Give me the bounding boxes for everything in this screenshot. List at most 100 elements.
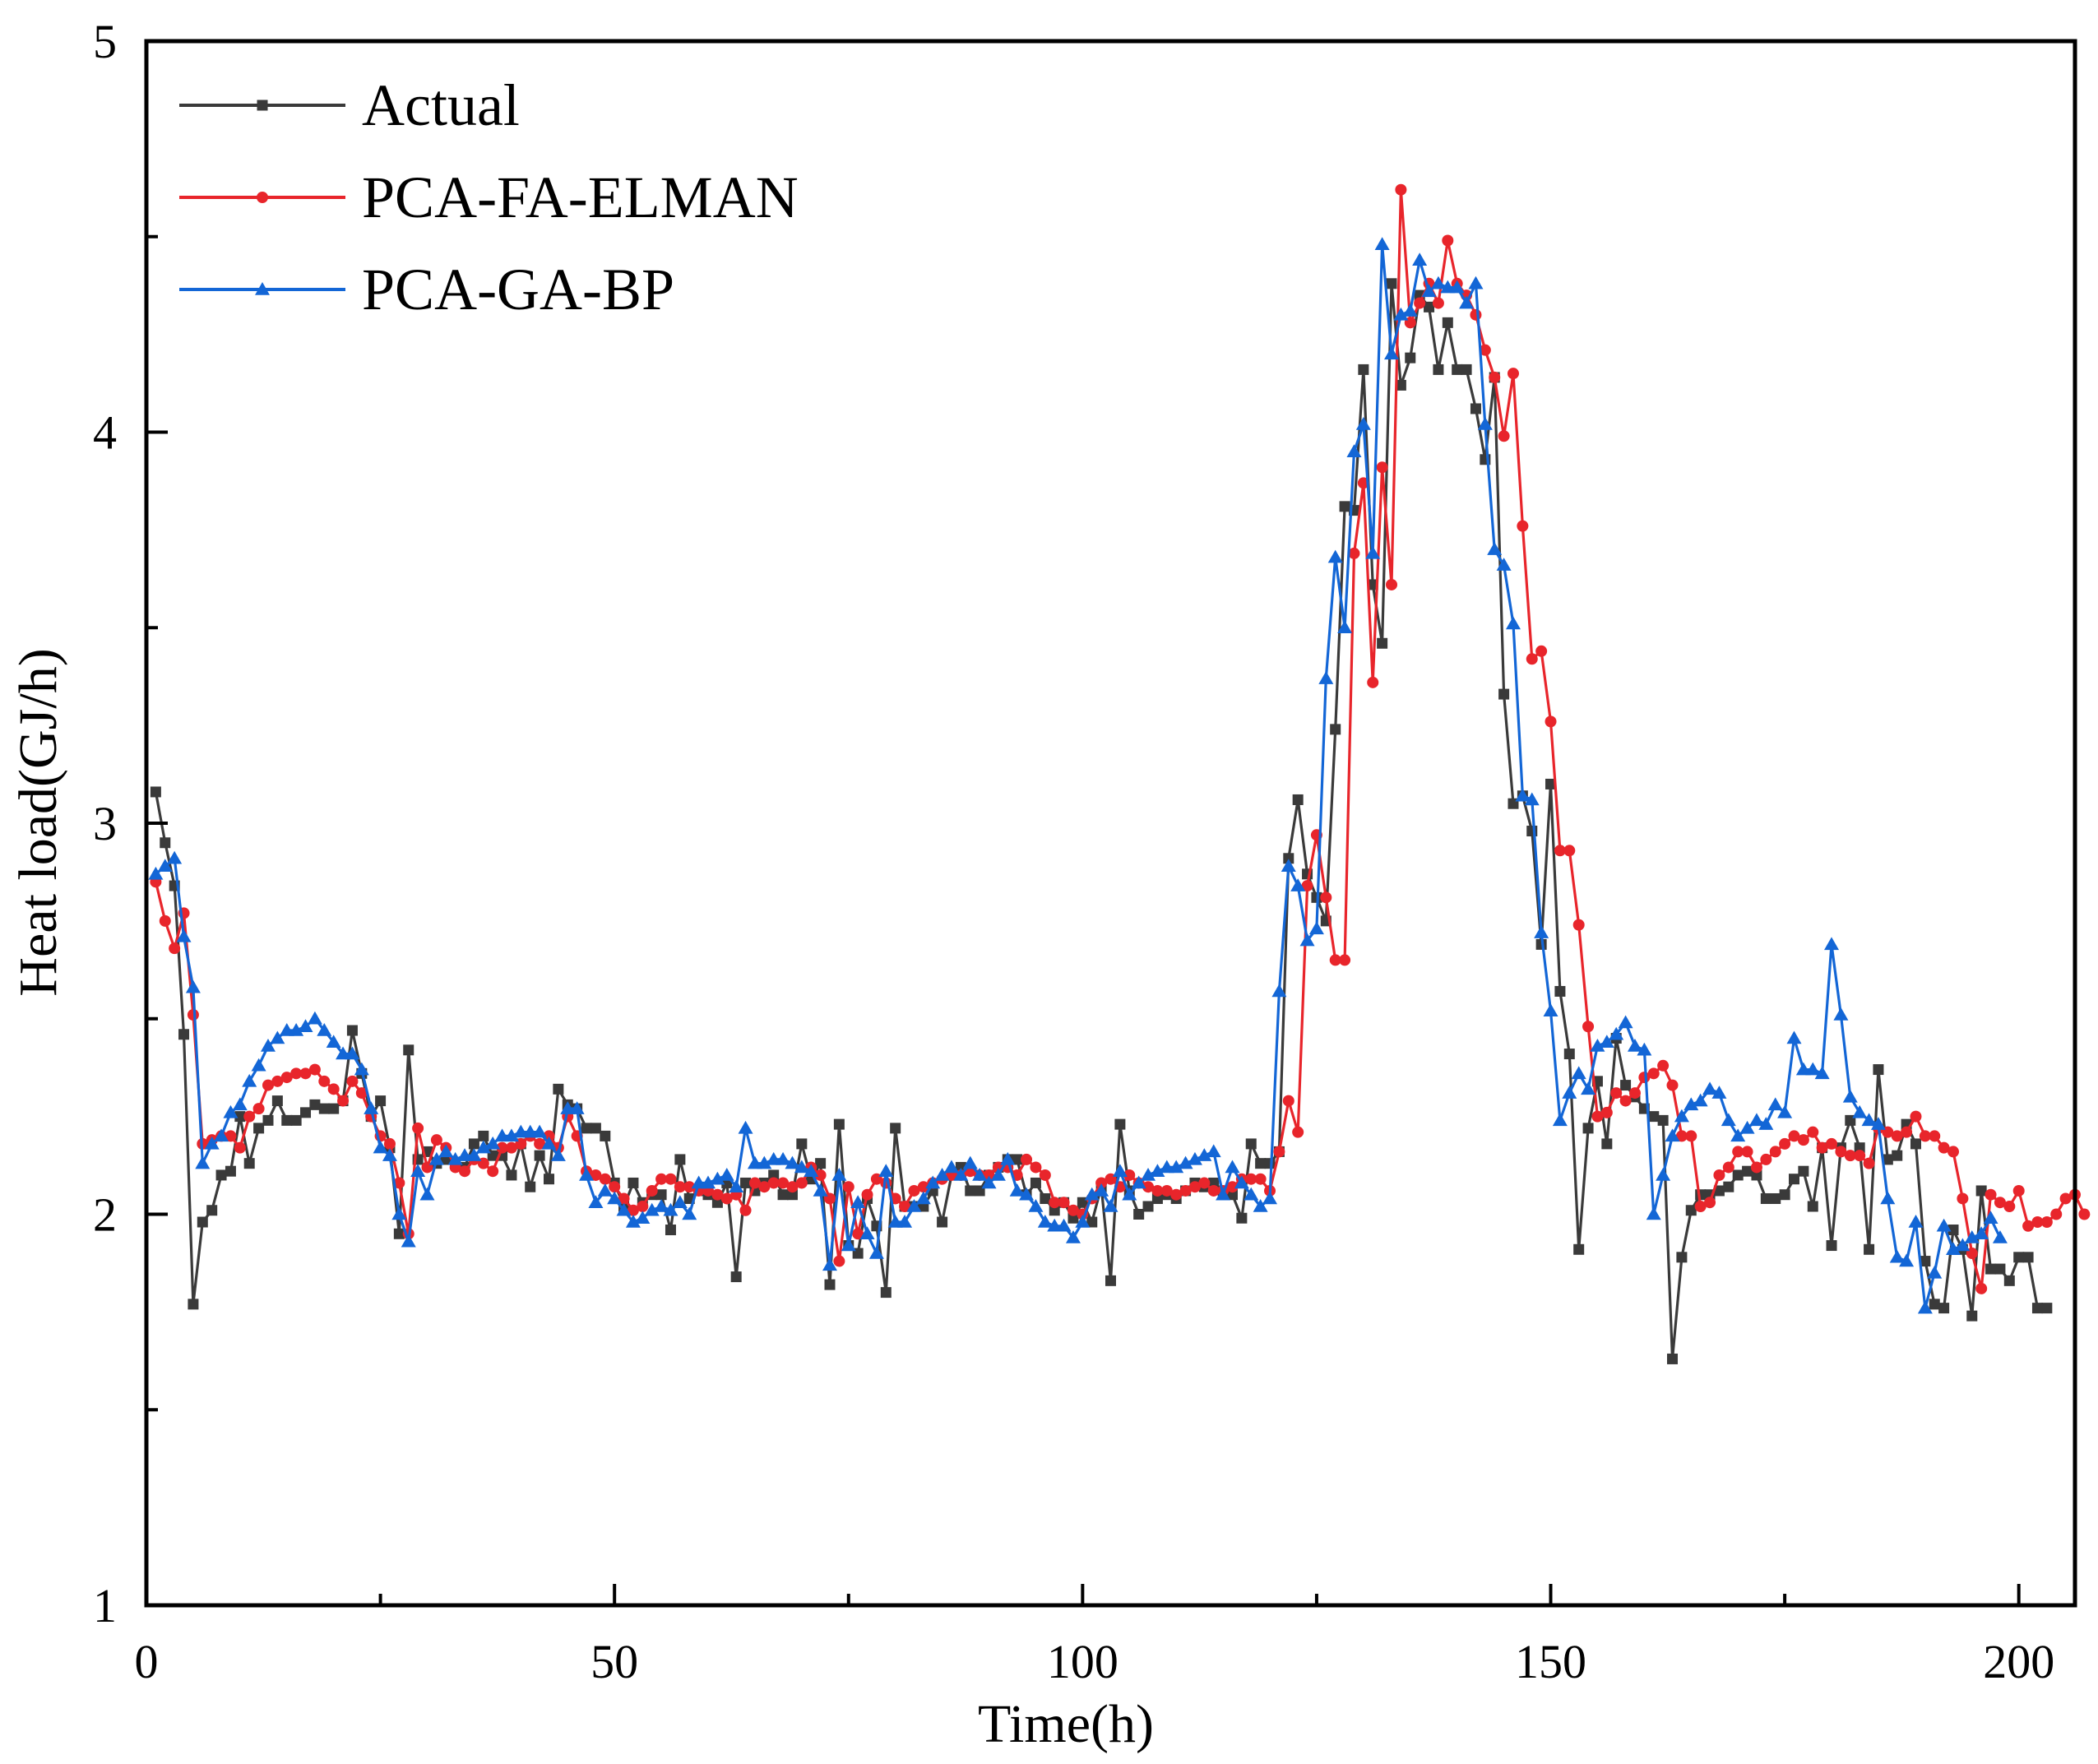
- data-point-pca-fa-elman: [983, 1169, 995, 1181]
- data-point-pca-fa-elman: [1179, 1184, 1192, 1197]
- data-point-actual: [243, 1158, 255, 1169]
- data-point-pca-fa-elman: [169, 942, 181, 955]
- data-point-pca-ga-bp: [1543, 1003, 1558, 1016]
- data-point-pca-fa-elman: [590, 1169, 602, 1181]
- data-point-pca-ga-bp: [934, 1167, 950, 1181]
- data-point-actual: [1732, 1169, 1744, 1181]
- data-point-pca-ga-bp: [943, 1160, 959, 1174]
- data-point-actual: [1723, 1181, 1734, 1192]
- data-point-actual: [478, 1130, 489, 1141]
- data-point-actual: [1994, 1263, 2006, 1275]
- data-point-pca-ga-bp: [485, 1136, 501, 1150]
- data-point-pca-ga-bp: [1656, 1167, 1671, 1181]
- data-point-pca-ga-bp: [990, 1167, 1006, 1181]
- data-point-pca-ga-bp: [776, 1151, 791, 1165]
- data-point-pca-fa-elman: [1741, 1146, 1753, 1158]
- data-point-actual: [1424, 301, 1435, 313]
- data-point-pca-fa-elman: [1704, 1197, 1716, 1209]
- data-point-pca-fa-elman: [308, 1063, 321, 1076]
- data-point-actual: [1339, 501, 1350, 512]
- data-point-pca-fa-elman: [1517, 520, 1529, 532]
- data-point-actual: [1929, 1299, 1940, 1310]
- data-point-actual: [1975, 1185, 1987, 1197]
- data-point-pca-ga-bp: [1234, 1175, 1249, 1189]
- data-point-actual: [1405, 352, 1416, 363]
- data-point-pca-fa-elman: [1058, 1197, 1070, 1209]
- data-point-pca-fa-elman: [1947, 1146, 1960, 1158]
- data-point-pca-fa-elman: [748, 1177, 761, 1189]
- data-point-pca-ga-bp: [204, 1136, 220, 1150]
- data-point-actual: [1386, 278, 1397, 289]
- data-point-actual: [581, 1123, 592, 1134]
- data-point-pca-fa-elman: [814, 1169, 827, 1181]
- data-point-actual: [1667, 1353, 1679, 1364]
- data-point-pca-fa-elman: [795, 1177, 808, 1189]
- data-point-actual: [206, 1205, 218, 1216]
- data-point-pca-ga-bp: [1955, 1238, 1971, 1252]
- data-point-pca-fa-elman: [459, 1165, 471, 1178]
- data-point-actual: [1226, 1189, 1238, 1201]
- data-point-pca-fa-elman: [280, 1072, 293, 1084]
- data-point-actual: [1086, 1216, 1098, 1228]
- data-point-actual: [590, 1123, 601, 1134]
- data-point-pca-fa-elman: [1713, 1169, 1725, 1181]
- data-point-actual: [1742, 1165, 1753, 1177]
- tick-labels: 0 50 100 150 200 1 2 3 4 5: [93, 15, 2054, 1688]
- data-point-pca-ga-bp: [1131, 1175, 1146, 1189]
- data-point-pca-fa-elman: [1807, 1126, 1819, 1138]
- data-point-actual: [290, 1114, 302, 1126]
- data-point-pca-ga-bp: [1122, 1187, 1137, 1201]
- data-point-actual: [1563, 1049, 1575, 1060]
- data-point-pca-fa-elman: [1470, 308, 1482, 321]
- data-point-pca-fa-elman: [496, 1141, 508, 1154]
- data-point-pca-fa-elman: [1039, 1169, 1051, 1181]
- data-point-actual: [1255, 1158, 1267, 1169]
- data-point-pca-ga-bp: [345, 1046, 360, 1060]
- data-point-pca-fa-elman: [1582, 1021, 1595, 1033]
- data-point-actual: [1657, 1114, 1669, 1126]
- data-point-pca-fa-elman: [646, 1184, 658, 1197]
- data-point-actual: [318, 1103, 330, 1114]
- data-point-pca-ga-bp: [1299, 933, 1315, 947]
- legend-swatch-marker: [257, 192, 268, 203]
- data-point-pca-ga-bp: [1216, 1187, 1231, 1201]
- data-point-pca-fa-elman: [225, 1130, 237, 1142]
- plot-frame: [144, 39, 2077, 1608]
- legend-label: PCA-GA-BP: [362, 257, 674, 322]
- data-point-pca-ga-bp: [167, 850, 183, 864]
- data-point-pca-fa-elman: [1273, 1146, 1285, 1158]
- data-point-pca-fa-elman: [430, 1134, 442, 1146]
- data-point-pca-ga-bp: [195, 1155, 211, 1169]
- data-point-actual: [2041, 1303, 2053, 1314]
- legend-label: PCA-FA-ELMAN: [362, 164, 799, 230]
- data-point-pca-fa-elman: [1151, 1184, 1164, 1197]
- data-point-actual: [1760, 1192, 1771, 1204]
- data-point-pca-fa-elman: [505, 1141, 517, 1154]
- data-point-pca-fa-elman: [655, 1173, 668, 1185]
- data-point-pca-ga-bp: [1833, 1007, 1849, 1021]
- data-point-pca-fa-elman: [833, 1255, 845, 1267]
- data-point-pca-fa-elman: [1854, 1150, 1866, 1162]
- data-point-pca-ga-bp: [1805, 1062, 1821, 1076]
- data-point-pca-ga-bp: [1271, 984, 1287, 998]
- data-point-actual: [1648, 1111, 1660, 1123]
- data-point-pca-ga-bp: [1384, 346, 1400, 360]
- data-point-actual: [1012, 1154, 1023, 1165]
- data-point-pca-ga-bp: [1290, 878, 1306, 891]
- data-point-actual: [1620, 1080, 1632, 1091]
- data-point-actual: [1826, 1240, 1837, 1252]
- data-point-pca-fa-elman: [674, 1181, 686, 1193]
- data-point-pca-ga-bp: [701, 1175, 716, 1189]
- data-point-pca-fa-elman: [665, 1173, 677, 1185]
- data-point-pca-fa-elman: [861, 1188, 873, 1201]
- data-point-pca-ga-bp: [878, 1164, 894, 1177]
- data-point-pca-ga-bp: [841, 1238, 856, 1252]
- data-point-pca-ga-bp: [1197, 1148, 1212, 1161]
- data-point-actual: [965, 1185, 976, 1197]
- data-point-pca-fa-elman: [1929, 1130, 1941, 1142]
- data-point-pca-fa-elman: [1188, 1181, 1201, 1193]
- data-point-pca-ga-bp: [148, 866, 164, 880]
- data-point-actual: [1545, 778, 1557, 789]
- data-point-pca-ga-bp: [1721, 1113, 1736, 1127]
- data-point-actual: [1283, 853, 1294, 864]
